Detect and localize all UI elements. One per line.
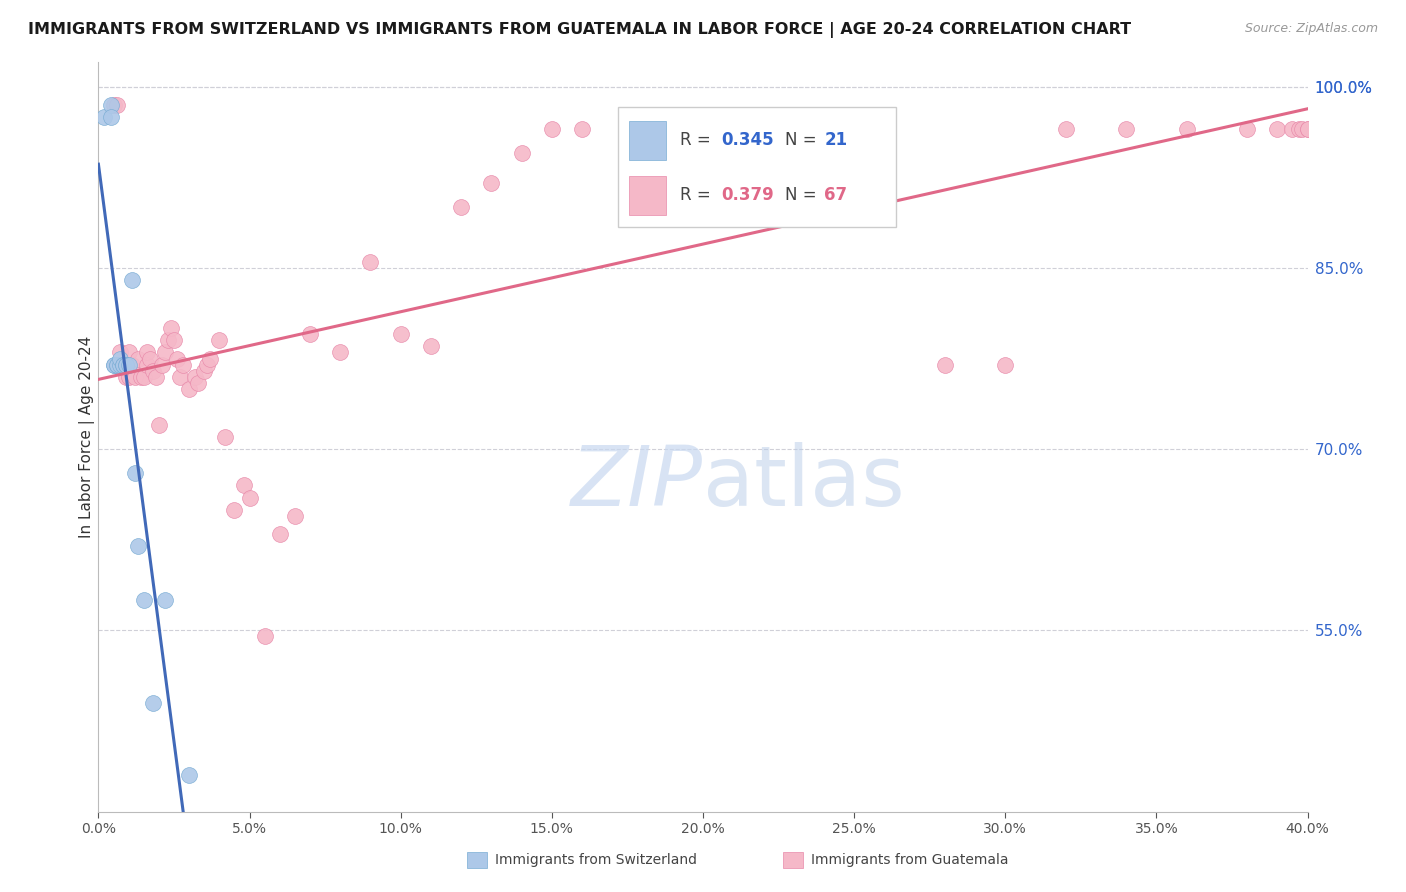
Point [420, 339, 443, 353]
Point [142, 363, 165, 377]
Text: Immigrants from Switzerland: Immigrants from Switzerland [495, 853, 697, 867]
Point [163, 334, 186, 348]
Point [108, 358, 131, 372]
Point [994, 358, 1017, 372]
Point [105, 358, 128, 372]
Point [132, 593, 155, 607]
Point [269, 526, 291, 541]
Point [224, 502, 246, 516]
Point [111, 358, 134, 372]
Point [166, 351, 188, 366]
Point [1291, 122, 1313, 136]
Point [132, 369, 155, 384]
Point [108, 345, 131, 359]
Point [129, 369, 152, 384]
Point [93, 110, 115, 124]
Point [179, 768, 201, 782]
Point [156, 334, 179, 348]
Point [172, 358, 194, 372]
Point [1296, 122, 1319, 136]
Point [1236, 122, 1258, 136]
Point [389, 327, 412, 342]
Point [540, 122, 562, 136]
Point [135, 358, 157, 372]
Point [1267, 122, 1289, 136]
Point [195, 358, 218, 372]
Point [169, 369, 191, 384]
Point [142, 696, 165, 710]
Point [299, 327, 322, 342]
Point [813, 122, 835, 136]
Point [124, 369, 146, 384]
Point [100, 97, 122, 112]
Point [111, 358, 134, 372]
Point [121, 273, 143, 287]
Point [103, 358, 125, 372]
Point [105, 358, 128, 372]
Text: Immigrants from Guatemala: Immigrants from Guatemala [811, 853, 1008, 867]
Point [253, 630, 276, 644]
Point [118, 345, 141, 359]
Point [239, 491, 262, 505]
Point [100, 110, 122, 124]
Bar [783, 852, 803, 868]
Point [118, 369, 141, 384]
Point [193, 363, 215, 377]
Text: atlas: atlas [703, 442, 904, 523]
Point [1175, 122, 1198, 136]
Point [184, 369, 207, 384]
Point [160, 321, 183, 335]
Point [1296, 122, 1319, 136]
Point [934, 358, 956, 372]
Point [114, 369, 136, 384]
Point [111, 358, 134, 372]
Point [284, 508, 307, 523]
Point [127, 539, 149, 553]
Point [1054, 122, 1077, 136]
Point [103, 358, 125, 372]
Point [127, 351, 149, 366]
Point [481, 176, 503, 190]
Point [571, 122, 593, 136]
Point [450, 201, 472, 215]
Text: Source: ZipAtlas.com: Source: ZipAtlas.com [1244, 22, 1378, 36]
Point [150, 358, 173, 372]
Point [139, 351, 162, 366]
Point [121, 358, 143, 372]
Point [118, 358, 141, 372]
Point [200, 351, 222, 366]
Point [145, 369, 167, 384]
Point [1115, 122, 1137, 136]
Bar [467, 852, 486, 868]
Point [692, 122, 714, 136]
Point [108, 351, 131, 366]
Point [187, 376, 209, 390]
Point [232, 478, 254, 492]
Point [208, 334, 231, 348]
Point [105, 97, 128, 112]
Point [1281, 122, 1303, 136]
Point [148, 417, 170, 432]
Point [510, 146, 533, 161]
Point [873, 122, 896, 136]
Point [114, 358, 136, 372]
Point [329, 345, 352, 359]
Text: IMMIGRANTS FROM SWITZERLAND VS IMMIGRANTS FROM GUATEMALA IN LABOR FORCE | AGE 20: IMMIGRANTS FROM SWITZERLAND VS IMMIGRANT… [28, 22, 1132, 38]
Point [103, 97, 125, 112]
Point [631, 122, 654, 136]
Point [124, 467, 146, 481]
Point [214, 430, 236, 444]
Point [752, 122, 775, 136]
Point [179, 382, 201, 396]
Text: ZIP: ZIP [571, 442, 703, 523]
Point [153, 345, 176, 359]
Y-axis label: In Labor Force | Age 20-24: In Labor Force | Age 20-24 [79, 336, 96, 538]
Point [153, 593, 176, 607]
Point [114, 358, 136, 372]
Point [360, 255, 382, 269]
Point [135, 345, 157, 359]
Point [1288, 122, 1310, 136]
